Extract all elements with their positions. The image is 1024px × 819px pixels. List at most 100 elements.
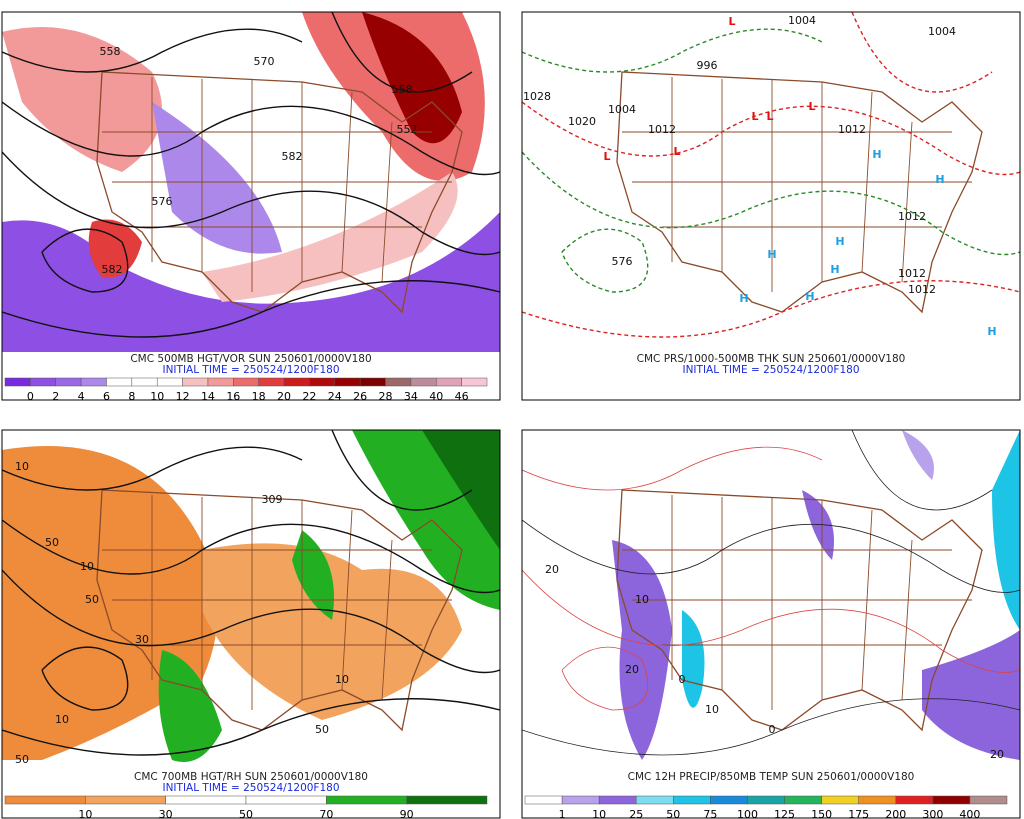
country-outline: [96, 489, 463, 732]
contour-label: L: [766, 110, 773, 123]
contour-label: 582: [282, 150, 303, 163]
colorbar-label: 30: [159, 808, 173, 819]
height-contour: [2, 280, 500, 338]
height-contour: [2, 446, 303, 491]
colorbar-swatch: [436, 377, 462, 387]
contour-label: 1012: [648, 123, 676, 136]
contour-label: 50: [85, 593, 99, 606]
panel: 10 50 10 50 30 10 50 309 10 50 CMC 700MB HGT/RH SU…: [1, 429, 501, 819]
map: 10 50 10 50 30 10 50 309 10 50: [2, 430, 500, 770]
colorbar-swatch: [969, 795, 1008, 805]
colorbar-swatch: [55, 377, 82, 387]
contour-label: 10: [15, 460, 29, 473]
colorbar-swatch: [165, 795, 247, 805]
colorbar-swatch: [131, 377, 158, 387]
colorbar-swatch: [359, 377, 386, 387]
contour-label: 20: [625, 663, 639, 676]
colorbar-swatch: [283, 377, 310, 387]
contour-label: H: [739, 292, 748, 305]
contour-label: 10: [55, 713, 69, 726]
colorbar-swatch: [106, 377, 133, 387]
contour-label: L: [808, 100, 815, 113]
contour-label: 576: [612, 255, 633, 268]
thickness-contour: [522, 101, 1020, 176]
initial-time: INITIAL TIME = 250524/1200F180: [162, 782, 339, 794]
shaded-field: [902, 430, 934, 480]
colorbar-label: 26: [353, 390, 367, 403]
contour-label: 20: [990, 748, 1004, 761]
country-outline: [616, 71, 983, 314]
contour-label: L: [673, 145, 680, 158]
colorbar-swatch: [895, 795, 934, 805]
height-contour: [522, 446, 823, 491]
colorbar-label: 125: [774, 808, 795, 819]
thickness-contour: [851, 12, 993, 93]
colorbar-swatch: [784, 795, 822, 805]
colorbar-swatch: [258, 377, 285, 387]
colorbar-swatch: [561, 795, 600, 805]
colorbar-label: 300: [922, 808, 943, 819]
shaded-field: [202, 172, 458, 302]
shaded-field: [202, 543, 462, 720]
shaded-field: [992, 430, 1020, 630]
shaded-field: [362, 12, 462, 144]
colorbar-swatch: [309, 377, 336, 387]
colorbar-swatch: [932, 795, 971, 805]
colorbar-label: 70: [319, 808, 333, 819]
panel: 1004 1004 996 1028 1020 1004 1012 1012 1012 1012 1…: [521, 11, 1021, 401]
colorbar-label: 34: [404, 390, 418, 403]
contour-label: H: [767, 248, 776, 261]
colorbar-swatch: [635, 795, 674, 805]
colorbar-label: 16: [226, 390, 240, 403]
colorbar-swatch: [85, 795, 166, 805]
colorbar-label: 12: [176, 390, 190, 403]
shaded-field: [422, 430, 500, 550]
shaded-field: [152, 102, 282, 254]
contour-label: 50: [315, 723, 329, 736]
colorbar-swatch: [4, 795, 86, 805]
height-contour: [2, 519, 500, 594]
shaded-field: [88, 219, 142, 278]
state-line: [381, 121, 393, 283]
contour-label: 309: [262, 493, 283, 506]
colorbar-label: 75: [703, 808, 717, 819]
contour-label: 570: [254, 55, 275, 68]
panel-title: CMC 700MB HGT/RH SUN 250601/0000V180: [134, 771, 368, 783]
colorbar-swatch: [747, 795, 785, 805]
colorbar-swatch: [334, 377, 361, 387]
contour-label: 20: [545, 563, 559, 576]
contour-label: 0: [679, 673, 686, 686]
contour-label: 1012: [898, 210, 926, 223]
contour-label: 996: [697, 59, 718, 72]
height-contour: [2, 151, 500, 256]
contour-label: L: [728, 15, 735, 28]
colorbar-swatch: [406, 795, 488, 805]
colorbar-label: 90: [400, 808, 414, 819]
height-contour: [2, 28, 303, 73]
height-contour: [2, 698, 500, 756]
colorbar-label: 24: [328, 390, 342, 403]
shaded-field: [292, 530, 334, 620]
contour-label: L: [751, 110, 758, 123]
colorbar-label: 4: [78, 390, 85, 403]
colorbar-swatch: [4, 377, 31, 387]
contour-label: 1012: [908, 283, 936, 296]
colorbar-swatch: [156, 377, 183, 387]
thickness-contour: [522, 151, 1020, 256]
colorbar-label: 20: [277, 390, 291, 403]
colorbar-label: 22: [302, 390, 316, 403]
state-line: [901, 121, 913, 283]
colorbar-swatch: [245, 795, 327, 805]
contour-label: 582: [102, 263, 123, 276]
colorbar-label: 6: [103, 390, 110, 403]
contour-label: 1004: [788, 14, 816, 27]
height-contour: [522, 569, 1020, 673]
map: 558 570 558 582 582 552 576: [2, 12, 500, 352]
colorbar-swatch: [182, 377, 209, 387]
colorbar-swatch: [710, 795, 748, 805]
colorbar-swatch: [326, 795, 407, 805]
country-outline: [616, 489, 983, 732]
height-contour: [331, 12, 473, 93]
